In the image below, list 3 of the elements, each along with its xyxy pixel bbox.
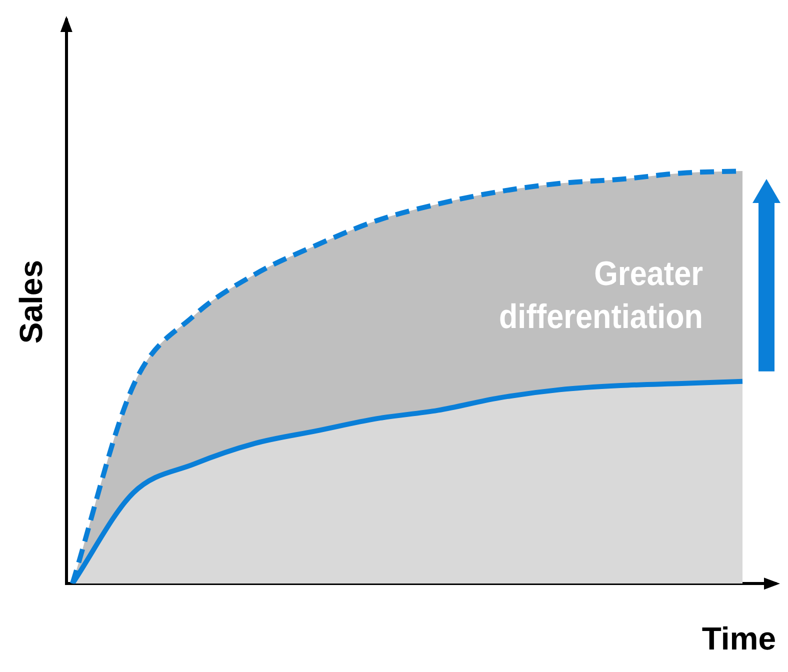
x-axis-title: Time	[702, 620, 776, 657]
annotation: Greater differentiation	[498, 254, 702, 338]
y-axis-title: Sales	[13, 260, 50, 344]
